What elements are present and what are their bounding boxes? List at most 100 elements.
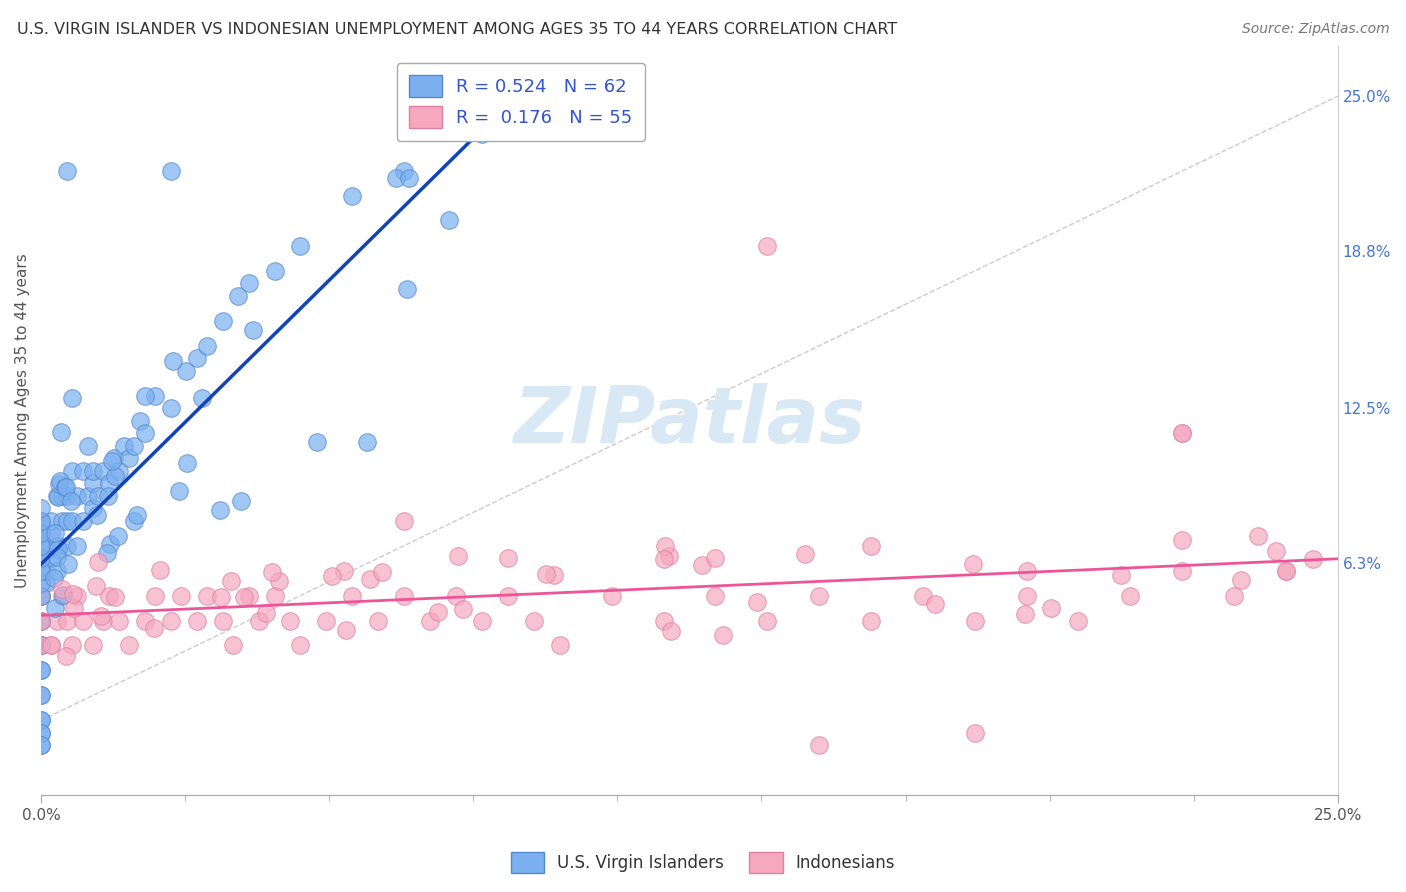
Point xyxy=(963,726,986,740)
Point xyxy=(859,614,882,628)
Point xyxy=(76,489,98,503)
Point xyxy=(30,689,52,703)
Point xyxy=(1015,564,1038,578)
Point xyxy=(1171,564,1194,578)
Point xyxy=(159,614,181,628)
Point xyxy=(356,434,378,449)
Point xyxy=(191,391,214,405)
Point xyxy=(30,576,52,591)
Point xyxy=(30,739,52,753)
Point xyxy=(66,489,89,503)
Point xyxy=(342,189,364,203)
Point xyxy=(1014,607,1036,621)
Point xyxy=(30,539,52,553)
Point xyxy=(523,614,546,628)
Point xyxy=(59,494,82,508)
Point xyxy=(219,574,242,588)
Point xyxy=(30,614,52,628)
Point xyxy=(90,608,112,623)
Point xyxy=(41,639,63,653)
Point xyxy=(52,588,75,602)
Point xyxy=(859,539,882,553)
Point xyxy=(704,589,727,603)
Point xyxy=(51,489,73,503)
Point xyxy=(104,591,127,605)
Point xyxy=(794,547,817,561)
Point xyxy=(49,425,72,439)
Point xyxy=(471,614,494,628)
Point xyxy=(46,550,69,565)
Point xyxy=(30,564,52,578)
Point xyxy=(419,614,441,628)
Point xyxy=(1302,552,1324,566)
Point xyxy=(396,283,419,297)
Point xyxy=(30,551,52,566)
Point xyxy=(53,480,76,494)
Point xyxy=(543,568,565,582)
Point xyxy=(124,439,146,453)
Point xyxy=(659,624,682,638)
Point xyxy=(392,514,415,528)
Point xyxy=(108,614,131,628)
Point xyxy=(87,489,110,503)
Point xyxy=(30,526,52,541)
Point xyxy=(122,514,145,528)
Point xyxy=(134,426,156,441)
Point xyxy=(30,564,52,578)
Point xyxy=(756,239,779,253)
Point xyxy=(444,589,467,603)
Point xyxy=(548,639,571,653)
Point xyxy=(963,614,986,628)
Point xyxy=(45,614,67,628)
Point xyxy=(35,564,58,578)
Point xyxy=(87,556,110,570)
Point xyxy=(56,514,79,528)
Point xyxy=(263,264,285,278)
Point xyxy=(471,127,494,141)
Point xyxy=(82,476,104,491)
Point xyxy=(231,494,253,508)
Point xyxy=(1265,544,1288,558)
Point xyxy=(247,614,270,628)
Point xyxy=(62,600,84,615)
Point xyxy=(911,589,934,603)
Point xyxy=(30,614,52,628)
Point xyxy=(60,391,83,405)
Point xyxy=(176,364,198,378)
Point xyxy=(30,514,52,528)
Point xyxy=(51,514,73,528)
Point xyxy=(453,601,475,615)
Point xyxy=(51,582,73,596)
Point xyxy=(41,526,63,541)
Point xyxy=(30,589,52,603)
Point xyxy=(101,454,124,468)
Point xyxy=(652,551,675,566)
Point xyxy=(711,628,734,642)
Text: U.S. VIRGIN ISLANDER VS INDONESIAN UNEMPLOYMENT AMONG AGES 35 TO 44 YEARS CORREL: U.S. VIRGIN ISLANDER VS INDONESIAN UNEMP… xyxy=(17,22,897,37)
Point xyxy=(107,528,129,542)
Point xyxy=(1109,568,1132,582)
Point xyxy=(134,614,156,628)
Point xyxy=(496,551,519,566)
Point xyxy=(30,726,52,740)
Point xyxy=(447,549,470,564)
Point xyxy=(142,621,165,635)
Point xyxy=(60,514,83,528)
Point xyxy=(56,164,79,178)
Point xyxy=(226,289,249,303)
Point xyxy=(808,589,831,603)
Point xyxy=(186,614,208,628)
Point xyxy=(359,572,381,586)
Point xyxy=(45,489,67,503)
Point xyxy=(118,639,141,653)
Point xyxy=(211,314,233,328)
Point xyxy=(263,589,285,603)
Point xyxy=(48,477,70,491)
Point xyxy=(93,464,115,478)
Legend: U.S. Virgin Islanders, Indonesians: U.S. Virgin Islanders, Indonesians xyxy=(503,846,903,880)
Point xyxy=(86,508,108,522)
Point xyxy=(30,614,52,628)
Point xyxy=(30,714,52,728)
Y-axis label: Unemployment Among Ages 35 to 44 years: Unemployment Among Ages 35 to 44 years xyxy=(15,253,30,588)
Text: ZIPatlas: ZIPatlas xyxy=(513,383,866,458)
